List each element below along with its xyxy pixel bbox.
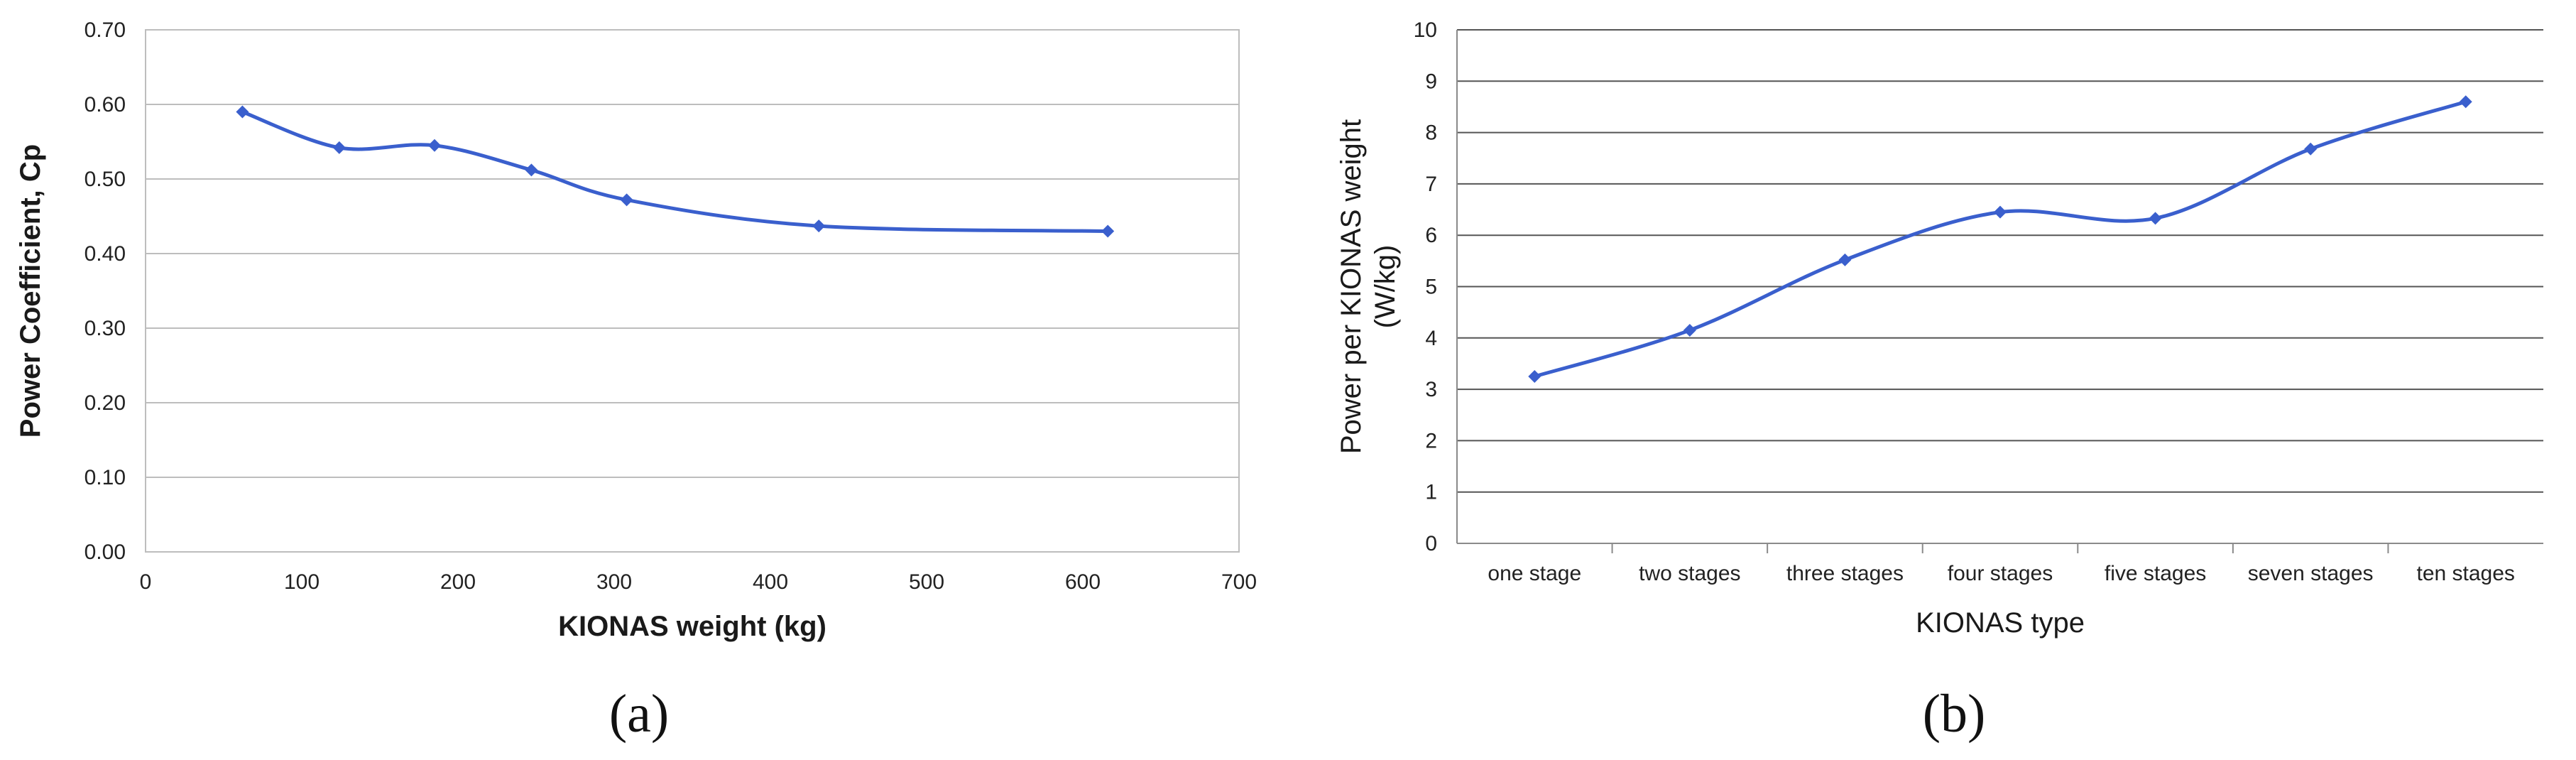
data-point-a [236,105,249,119]
y-tick-label-a: 0.30 [84,317,126,340]
data-point-a [428,139,441,152]
y-tick-label-a: 0.10 [84,466,126,489]
x-tick-label-a: 200 [440,570,476,594]
y-tick-label-b: 7 [1425,173,1437,196]
y-ticks-a: 0.00 0.10 0.20 0.30 0.40 0.50 0.60 0.70 [84,18,126,564]
y-tick-label-a: 0.70 [84,18,126,42]
x-tick-label-b: four stages [1948,562,2053,585]
y-tick-label-b: 5 [1425,276,1437,299]
data-point-a [332,141,346,154]
y-tick-label-b: 10 [1414,18,1437,42]
x-tick-label-b: two stages [1639,562,1740,585]
y-tick-label-b: 1 [1425,481,1437,504]
markers-b [1528,95,2472,384]
x-tick-label-a: 300 [596,570,632,594]
x-axis-title-b: KIONAS type [1916,607,2085,639]
y-tick-label-a: 0.60 [84,93,126,116]
data-point-b [1528,370,1541,384]
y-axis-title-b: Power per KIONAS weight (W/kg) [1336,119,1401,454]
x-tick-label-b: ten stages [2416,562,2514,585]
data-point-b [2149,212,2162,225]
x-tick-label-b: one stage [1488,562,1581,585]
y-tick-label-a: 0.40 [84,242,126,266]
y-tick-label-b: 9 [1425,70,1437,93]
x-axis-title-a: KIONAS weight (kg) [558,611,826,642]
x-tick-label-b: five stages [2105,562,2206,585]
data-point-b [1838,253,1852,266]
y-tick-label-b: 8 [1425,121,1437,145]
x-tick-label-b: seven stages [2248,562,2374,585]
grid-a [146,104,1239,478]
markers-a [236,105,1115,238]
y-tick-label-b: 2 [1425,429,1437,452]
data-point-a [812,219,826,233]
y-axis-title-a: Power Coefficient, Cp [15,144,46,438]
y-tick-label-b: 3 [1425,378,1437,401]
x-tick-label-a: 0 [140,570,152,594]
data-point-a [1101,224,1115,238]
y-axis-title-b-line-2: (W/kg) [1370,245,1401,329]
y-tick-label-a: 0.00 [84,541,126,564]
x-tick-label-a: 500 [909,570,944,594]
data-point-b [2304,142,2318,156]
x-tick-label-a: 100 [284,570,320,594]
y-tick-label-a: 0.50 [84,168,126,191]
x-tick-label-a: 600 [1065,570,1101,594]
y-tick-label-a: 0.20 [84,391,126,415]
x-tick-label-b: three stages [1786,562,1904,585]
x-tick-label-a: 700 [1221,570,1257,594]
data-point-a [525,163,538,177]
x-tick-label-a: 400 [753,570,788,594]
plot-area-a [145,29,1240,553]
x-ticks-b: one stage two stages three stages four stag… [1488,543,2515,585]
data-point-b [1994,205,2007,219]
y-ticks-b: 0 1 2 3 4 5 6 7 8 9 10 [1414,18,1437,555]
y-tick-label-b: 0 [1425,532,1437,555]
data-point-b [2459,95,2472,109]
y-tick-label-b: 4 [1425,327,1437,350]
y-axis-title-b-line-1: Power per KIONAS weight [1336,119,1367,454]
x-ticks-a: 0 100 200 300 400 500 600 700 [140,570,1257,594]
chart-b: one stage two stages three stages four stag… [1336,18,2543,639]
panel-label-b: (b) [1923,684,1986,744]
data-point-b [1683,323,1696,337]
panel-label-a: (a) [609,684,669,744]
y-tick-label-b: 6 [1425,224,1437,247]
chart-a: 0 100 200 300 400 500 600 700 0.000.100.200.300… [15,18,1257,642]
data-point-a [620,193,633,207]
